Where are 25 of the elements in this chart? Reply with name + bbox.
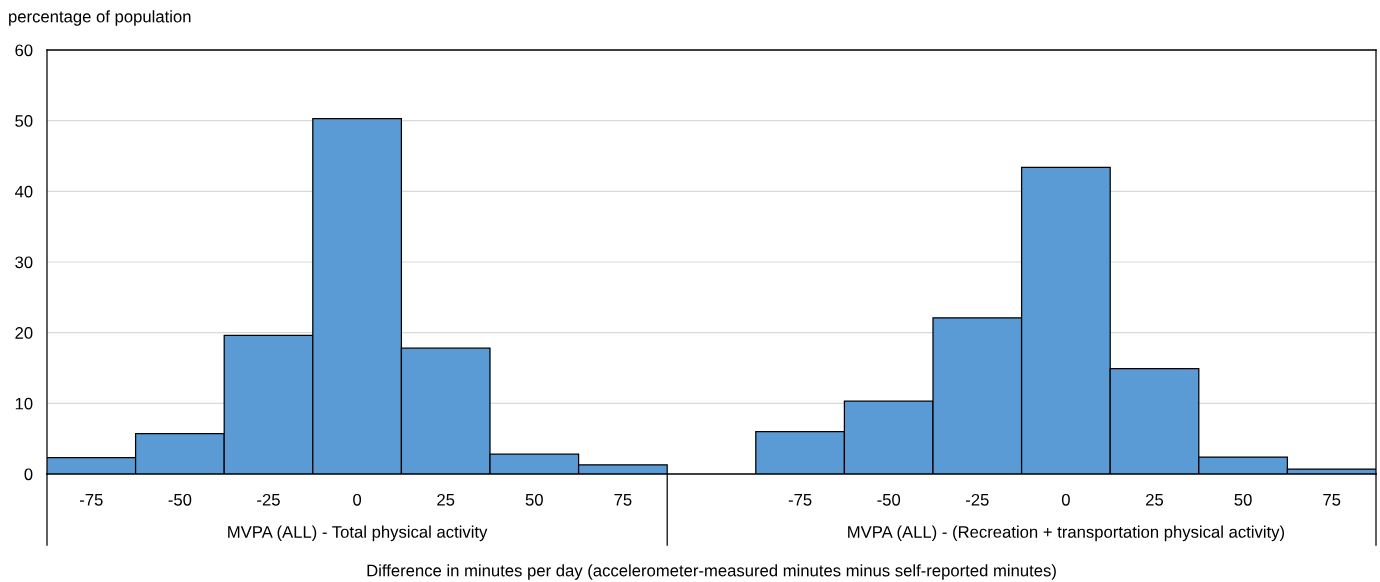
x-tick-label: 50	[525, 493, 543, 506]
x-tick-label: 75	[1323, 494, 1341, 506]
x-tick-label: 75	[614, 494, 632, 506]
text: MVPA (ALL) - (Recreation + transportation physical activity)	[848, 525, 1285, 542]
text: MVPA (ALL) - Total physical activity	[228, 525, 488, 542]
x-tick-label: 0	[1061, 493, 1070, 506]
x-tick-label: -25	[257, 493, 280, 506]
y-tick-label: 30	[15, 256, 33, 269]
x-tick-label: 50	[1234, 493, 1252, 506]
x-tick-label: -50	[877, 493, 901, 506]
y-tick-label: 0	[24, 468, 33, 481]
y-tick-label: 60	[15, 44, 33, 57]
x-tick-label: -50	[168, 493, 192, 506]
x-tick-label: -75	[80, 494, 103, 506]
y-tick-label: 20	[15, 327, 33, 339]
x-tick-label: 25	[1146, 493, 1164, 506]
x-axis-title: Difference in minutes per day (accelerometer-measured minutes minus self-reported minutes)	[367, 564, 1056, 580]
y-tick-label: 50	[15, 115, 33, 127]
x-tick-label: 25	[437, 493, 455, 506]
x-tick-label: -25	[966, 493, 989, 506]
y-tick-label: 40	[14, 185, 33, 198]
x-tick-label: 0	[353, 493, 362, 506]
y-axis-title: percentage of population	[9, 10, 191, 26]
y-tick-label: 10	[15, 397, 33, 410]
x-tick-label: -75	[788, 494, 812, 506]
